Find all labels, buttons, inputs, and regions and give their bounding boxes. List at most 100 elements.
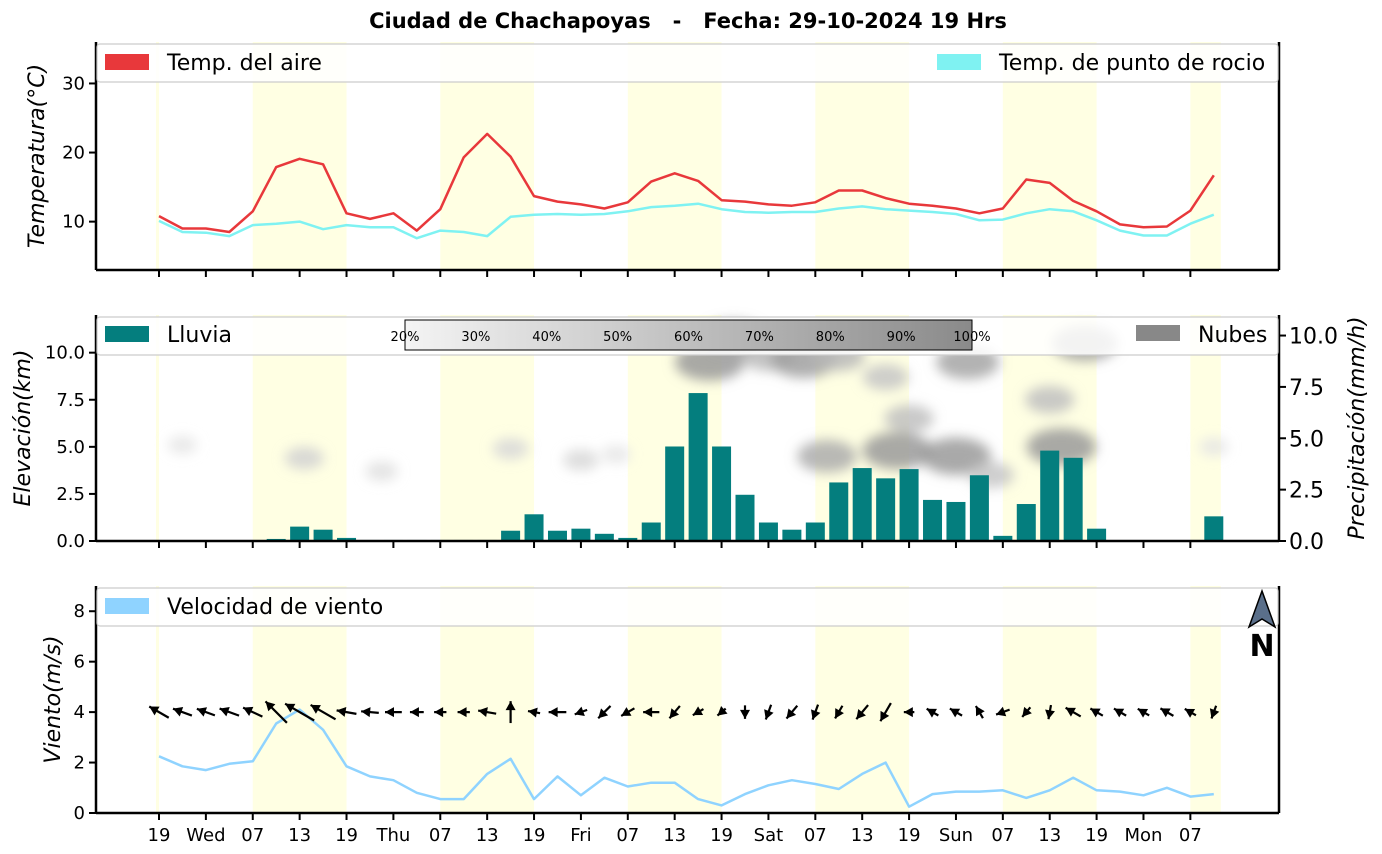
rain-bar [618, 537, 638, 541]
y-tick-label: 10.0 [45, 343, 85, 364]
cloud-patch [884, 404, 934, 433]
wind-arrow [926, 707, 939, 718]
wind-arrow-head [149, 706, 160, 716]
wind-arrow [1089, 707, 1104, 718]
wind-arrow-head [717, 705, 728, 716]
wind-arrow-head [764, 709, 774, 720]
wind-arrow-head [285, 703, 296, 713]
x-tick-label: 19 [148, 825, 171, 846]
wind-arrow [855, 704, 869, 720]
wind-arrow-head [856, 709, 866, 720]
cloud-patch [167, 435, 197, 454]
cloud-patch [921, 437, 991, 475]
cloud-patch [601, 445, 631, 464]
rain-bar [641, 522, 661, 541]
wind-arrow [1045, 704, 1055, 720]
rain-bar [594, 533, 614, 541]
colorbar-label: 90% [887, 330, 916, 345]
rain-bar [758, 522, 778, 541]
y-tick-label: 30 [62, 73, 85, 94]
wind-arrow [172, 707, 193, 717]
x-tick-label: Mon [1125, 825, 1163, 846]
x-tick-label: 19 [1085, 825, 1108, 846]
cloud-patch [1026, 428, 1097, 466]
rain-bar [547, 530, 567, 541]
air-temp-legend-label: Temp. del aire [166, 51, 322, 76]
dew-point-legend-label: Temp. de punto de rocio [998, 51, 1265, 76]
y2-tick-label: 5.0 [1289, 427, 1324, 452]
cloud-patch [797, 440, 857, 473]
y-tick-label: 2 [74, 753, 85, 774]
wind-arrow-head [786, 708, 797, 719]
x-tick-label: 07 [991, 825, 1014, 846]
rain-bar [969, 475, 989, 541]
wind-arrow [716, 705, 728, 717]
wind-arrow-head [949, 708, 961, 718]
wind-arrow [597, 705, 612, 720]
colorbar-label: 100% [953, 330, 990, 345]
wind-arrow [974, 705, 985, 719]
north-arrow-icon [1247, 588, 1277, 629]
wind-arrow [409, 707, 424, 718]
wind-arrow [385, 707, 402, 718]
clouds-legend-swatch [1136, 325, 1180, 341]
wind-arrow-head [336, 707, 347, 717]
x-tick-label: 13 [288, 825, 311, 846]
wind-arrow-head [172, 707, 184, 717]
rain-bar [1040, 450, 1060, 541]
wind-arrow-head [740, 709, 750, 719]
wind-arrow-head [1160, 708, 1171, 718]
wind-arrow-head [574, 706, 585, 716]
wind-arrow-head [409, 707, 419, 718]
wind-arrow-head [1113, 708, 1125, 718]
chart-title: Ciudad de Chachapoyas - Fecha: 29-10-202… [369, 9, 1007, 33]
wind-arrow-head [310, 704, 321, 714]
wind-arrow-head [434, 707, 444, 718]
wind-panel: 19 Wed 07 13 19 Thu 07 13 19 Fri 07 13 19 Sat 07 13 19 Su… [41, 586, 1281, 846]
wind-arrow-head [548, 707, 558, 718]
wind-arrow [643, 707, 660, 718]
wind-arrow [336, 707, 357, 717]
wind-arrow-head [926, 708, 937, 718]
wind-arrow [361, 707, 379, 718]
wind-arrow [1159, 707, 1174, 718]
rain-legend-label: Lluvia [167, 323, 232, 348]
rain-bar [899, 469, 919, 541]
rain-bar [501, 530, 521, 541]
wind-arrow-head [1184, 708, 1196, 718]
wind-arrow-head [643, 707, 653, 718]
x-tick-label: 13 [476, 825, 499, 846]
x-tick-label: 07 [616, 825, 639, 846]
wind-arrow [1209, 705, 1220, 719]
y-tick-label: 20 [62, 143, 85, 164]
wind-arrow [764, 704, 774, 720]
y-axis-label: Elevación(km) [11, 350, 36, 507]
rain-bar [829, 482, 849, 541]
y2-tick-label: 10.0 [1289, 325, 1338, 350]
clouds-legend-label: Nubes [1198, 323, 1267, 348]
wind-arrow [879, 702, 892, 722]
wind-arrow [242, 706, 263, 718]
wind-arrow [949, 707, 963, 718]
wind-speed-legend-label: Velocidad de viento [167, 595, 383, 620]
wind-arrow-head [1209, 708, 1220, 719]
wind-arrow [219, 706, 240, 717]
cloud-patch [563, 449, 599, 471]
cloud-colorbar [404, 319, 973, 351]
x-tick-label: Sat [754, 825, 784, 846]
x-tick-label: 13 [1038, 825, 1061, 846]
wind-arrow-head [527, 707, 538, 718]
x-tick-label: 19 [710, 825, 733, 846]
x-tick-label: 19 [898, 825, 921, 846]
wind-arrow [148, 705, 170, 719]
rain-bar [993, 535, 1013, 541]
colorbar-label: 40% [532, 330, 561, 345]
wind-arrow [477, 707, 497, 718]
x-tick-label: 07 [1179, 825, 1202, 846]
wind-arrow [668, 705, 681, 720]
legend-box [96, 587, 1279, 627]
wind-arrow [692, 706, 704, 717]
air-temp-line [158, 132, 1215, 234]
wind-arrow-head [385, 707, 394, 718]
